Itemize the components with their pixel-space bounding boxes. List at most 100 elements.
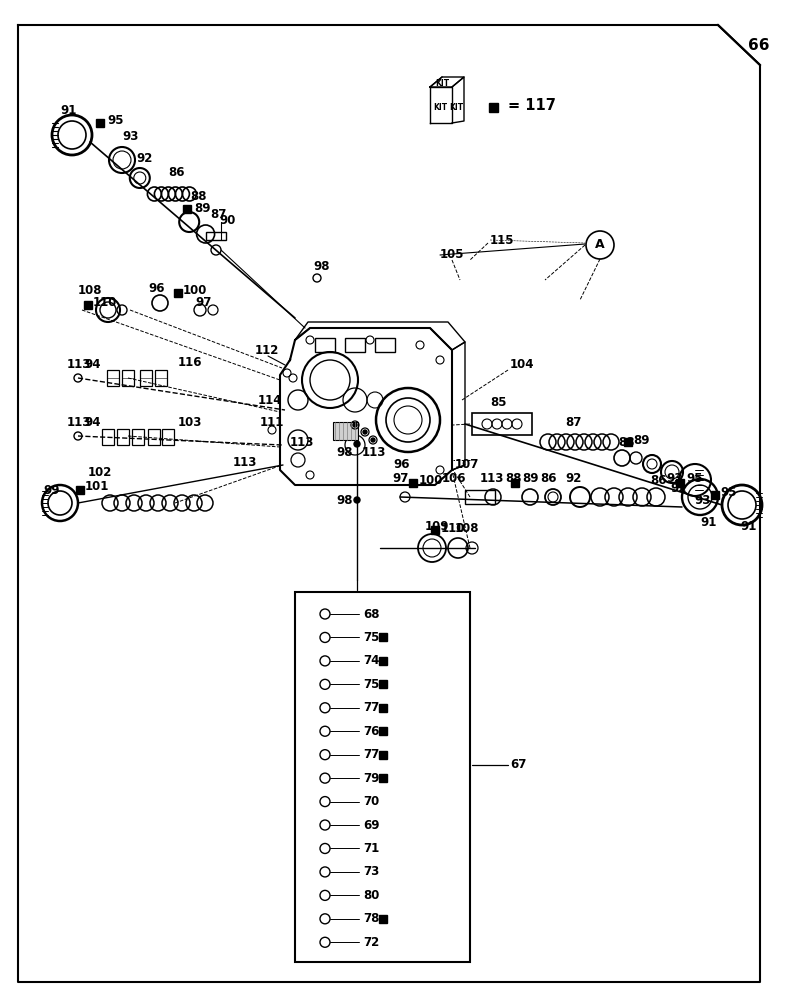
Bar xyxy=(409,479,417,487)
Text: 113: 113 xyxy=(233,456,257,468)
Bar xyxy=(624,438,632,446)
Text: 92: 92 xyxy=(137,151,153,164)
Bar xyxy=(96,119,104,127)
Text: 108: 108 xyxy=(78,284,102,296)
Text: 107: 107 xyxy=(455,458,479,471)
Bar xyxy=(148,429,160,445)
Text: 91: 91 xyxy=(700,516,717,528)
Text: 86: 86 xyxy=(540,473,557,486)
Text: 91: 91 xyxy=(60,104,76,116)
Text: 85: 85 xyxy=(490,395,507,408)
Text: 97: 97 xyxy=(392,473,409,486)
Bar xyxy=(379,680,387,688)
Bar xyxy=(132,429,144,445)
Text: 77: 77 xyxy=(363,748,379,761)
Text: 72: 72 xyxy=(363,936,379,949)
Text: 88: 88 xyxy=(190,190,207,204)
Text: 88: 88 xyxy=(618,436,634,448)
Text: 98: 98 xyxy=(336,493,352,506)
Bar xyxy=(183,205,191,213)
Bar xyxy=(431,526,439,534)
Text: 71: 71 xyxy=(363,842,379,855)
Text: 113: 113 xyxy=(67,359,91,371)
Text: 99: 99 xyxy=(43,484,59,496)
Text: 90: 90 xyxy=(219,214,235,227)
Bar xyxy=(122,370,134,386)
Text: 106: 106 xyxy=(442,473,466,486)
Text: 73: 73 xyxy=(363,865,379,878)
Text: KIT: KIT xyxy=(433,104,447,112)
Bar xyxy=(107,370,119,386)
Text: 92: 92 xyxy=(670,483,687,495)
Text: 110: 110 xyxy=(441,522,466,534)
Text: 69: 69 xyxy=(363,819,379,832)
Text: 93: 93 xyxy=(666,473,683,486)
Circle shape xyxy=(354,441,360,447)
Bar xyxy=(345,338,365,352)
Text: 116: 116 xyxy=(178,356,203,368)
Text: 108: 108 xyxy=(455,522,479,534)
Text: 67: 67 xyxy=(510,758,527,772)
Text: 74: 74 xyxy=(363,654,379,667)
Text: 78: 78 xyxy=(363,912,379,925)
Bar xyxy=(140,370,152,386)
Text: 100: 100 xyxy=(183,284,208,296)
Text: 96: 96 xyxy=(148,282,165,294)
Text: 76: 76 xyxy=(363,725,379,738)
Text: 87: 87 xyxy=(565,416,581,428)
Text: 114: 114 xyxy=(258,393,283,406)
Text: 89: 89 xyxy=(194,202,211,216)
Text: 93: 93 xyxy=(694,493,710,506)
Text: 100: 100 xyxy=(419,474,444,487)
Text: 89: 89 xyxy=(522,473,539,486)
Text: 75: 75 xyxy=(363,631,379,644)
Text: 95: 95 xyxy=(107,113,124,126)
Bar xyxy=(489,103,498,112)
Text: 98: 98 xyxy=(336,446,352,458)
Circle shape xyxy=(371,438,375,442)
Text: 94: 94 xyxy=(84,416,101,430)
Text: = 117: = 117 xyxy=(508,98,556,112)
Bar xyxy=(379,751,387,759)
Text: 113: 113 xyxy=(67,416,91,430)
Text: 98: 98 xyxy=(313,260,329,273)
Text: 77: 77 xyxy=(363,701,379,714)
Bar xyxy=(117,429,129,445)
Text: 113: 113 xyxy=(362,446,386,458)
Text: 89: 89 xyxy=(633,434,649,446)
Text: A: A xyxy=(595,238,605,251)
Text: 70: 70 xyxy=(363,795,379,808)
Text: 75: 75 xyxy=(363,678,379,691)
Text: 68: 68 xyxy=(363,607,379,620)
Bar xyxy=(102,429,114,445)
Bar xyxy=(511,479,519,487)
Bar xyxy=(84,301,92,309)
Text: 101: 101 xyxy=(85,481,109,493)
Text: 113: 113 xyxy=(480,473,505,486)
Circle shape xyxy=(363,430,367,434)
Bar xyxy=(295,592,470,962)
Text: 112: 112 xyxy=(255,344,280,357)
Text: 109: 109 xyxy=(425,520,450,532)
Bar xyxy=(465,490,495,504)
Text: 87: 87 xyxy=(211,208,227,221)
Text: 95: 95 xyxy=(720,487,737,499)
Text: 86: 86 xyxy=(650,475,667,488)
Text: 111: 111 xyxy=(260,416,284,428)
Bar xyxy=(333,422,358,440)
Bar xyxy=(315,338,335,352)
Bar xyxy=(676,479,684,487)
Text: KIT: KIT xyxy=(435,79,449,88)
Bar xyxy=(379,774,387,782)
Text: KIT: KIT xyxy=(449,104,463,112)
Text: 113: 113 xyxy=(290,436,314,448)
Bar xyxy=(375,338,395,352)
Bar xyxy=(472,413,532,435)
Text: 93: 93 xyxy=(122,129,139,142)
Bar xyxy=(206,232,226,240)
Bar xyxy=(379,727,387,735)
Text: 103: 103 xyxy=(178,416,203,428)
Text: 94: 94 xyxy=(84,359,101,371)
Bar xyxy=(379,633,387,641)
Bar xyxy=(379,704,387,712)
